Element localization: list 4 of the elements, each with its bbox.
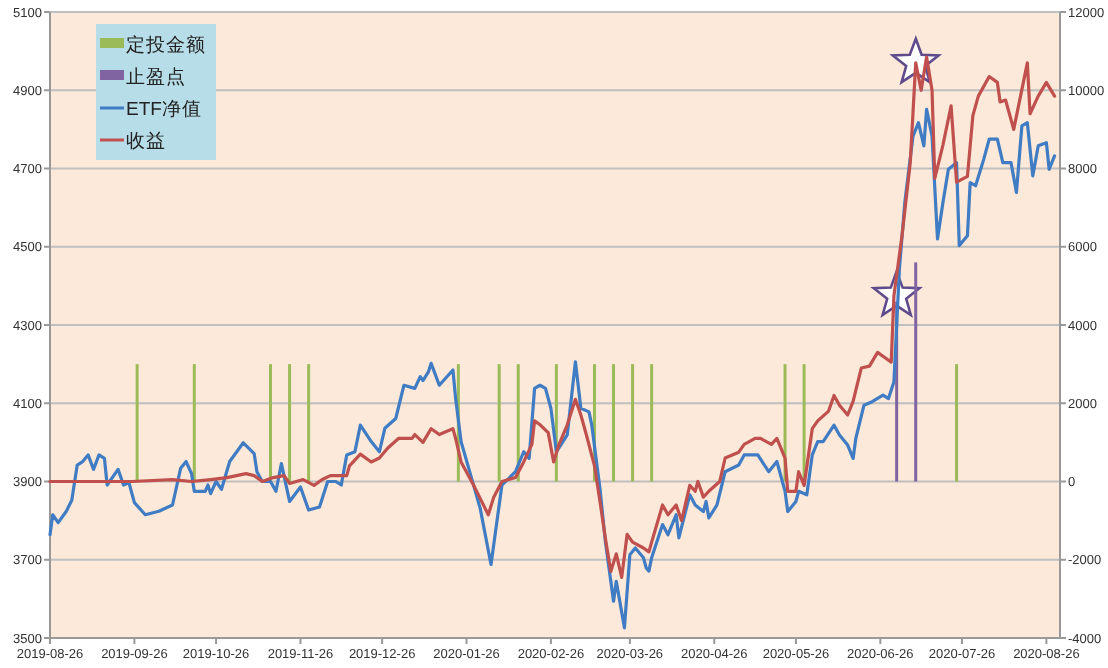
legend-label: 收益 <box>126 129 166 153</box>
legend-label: 定投金额 <box>126 33 206 57</box>
legend-label: ETF净值 <box>126 97 202 121</box>
legend-label: 止盈点 <box>126 65 186 89</box>
